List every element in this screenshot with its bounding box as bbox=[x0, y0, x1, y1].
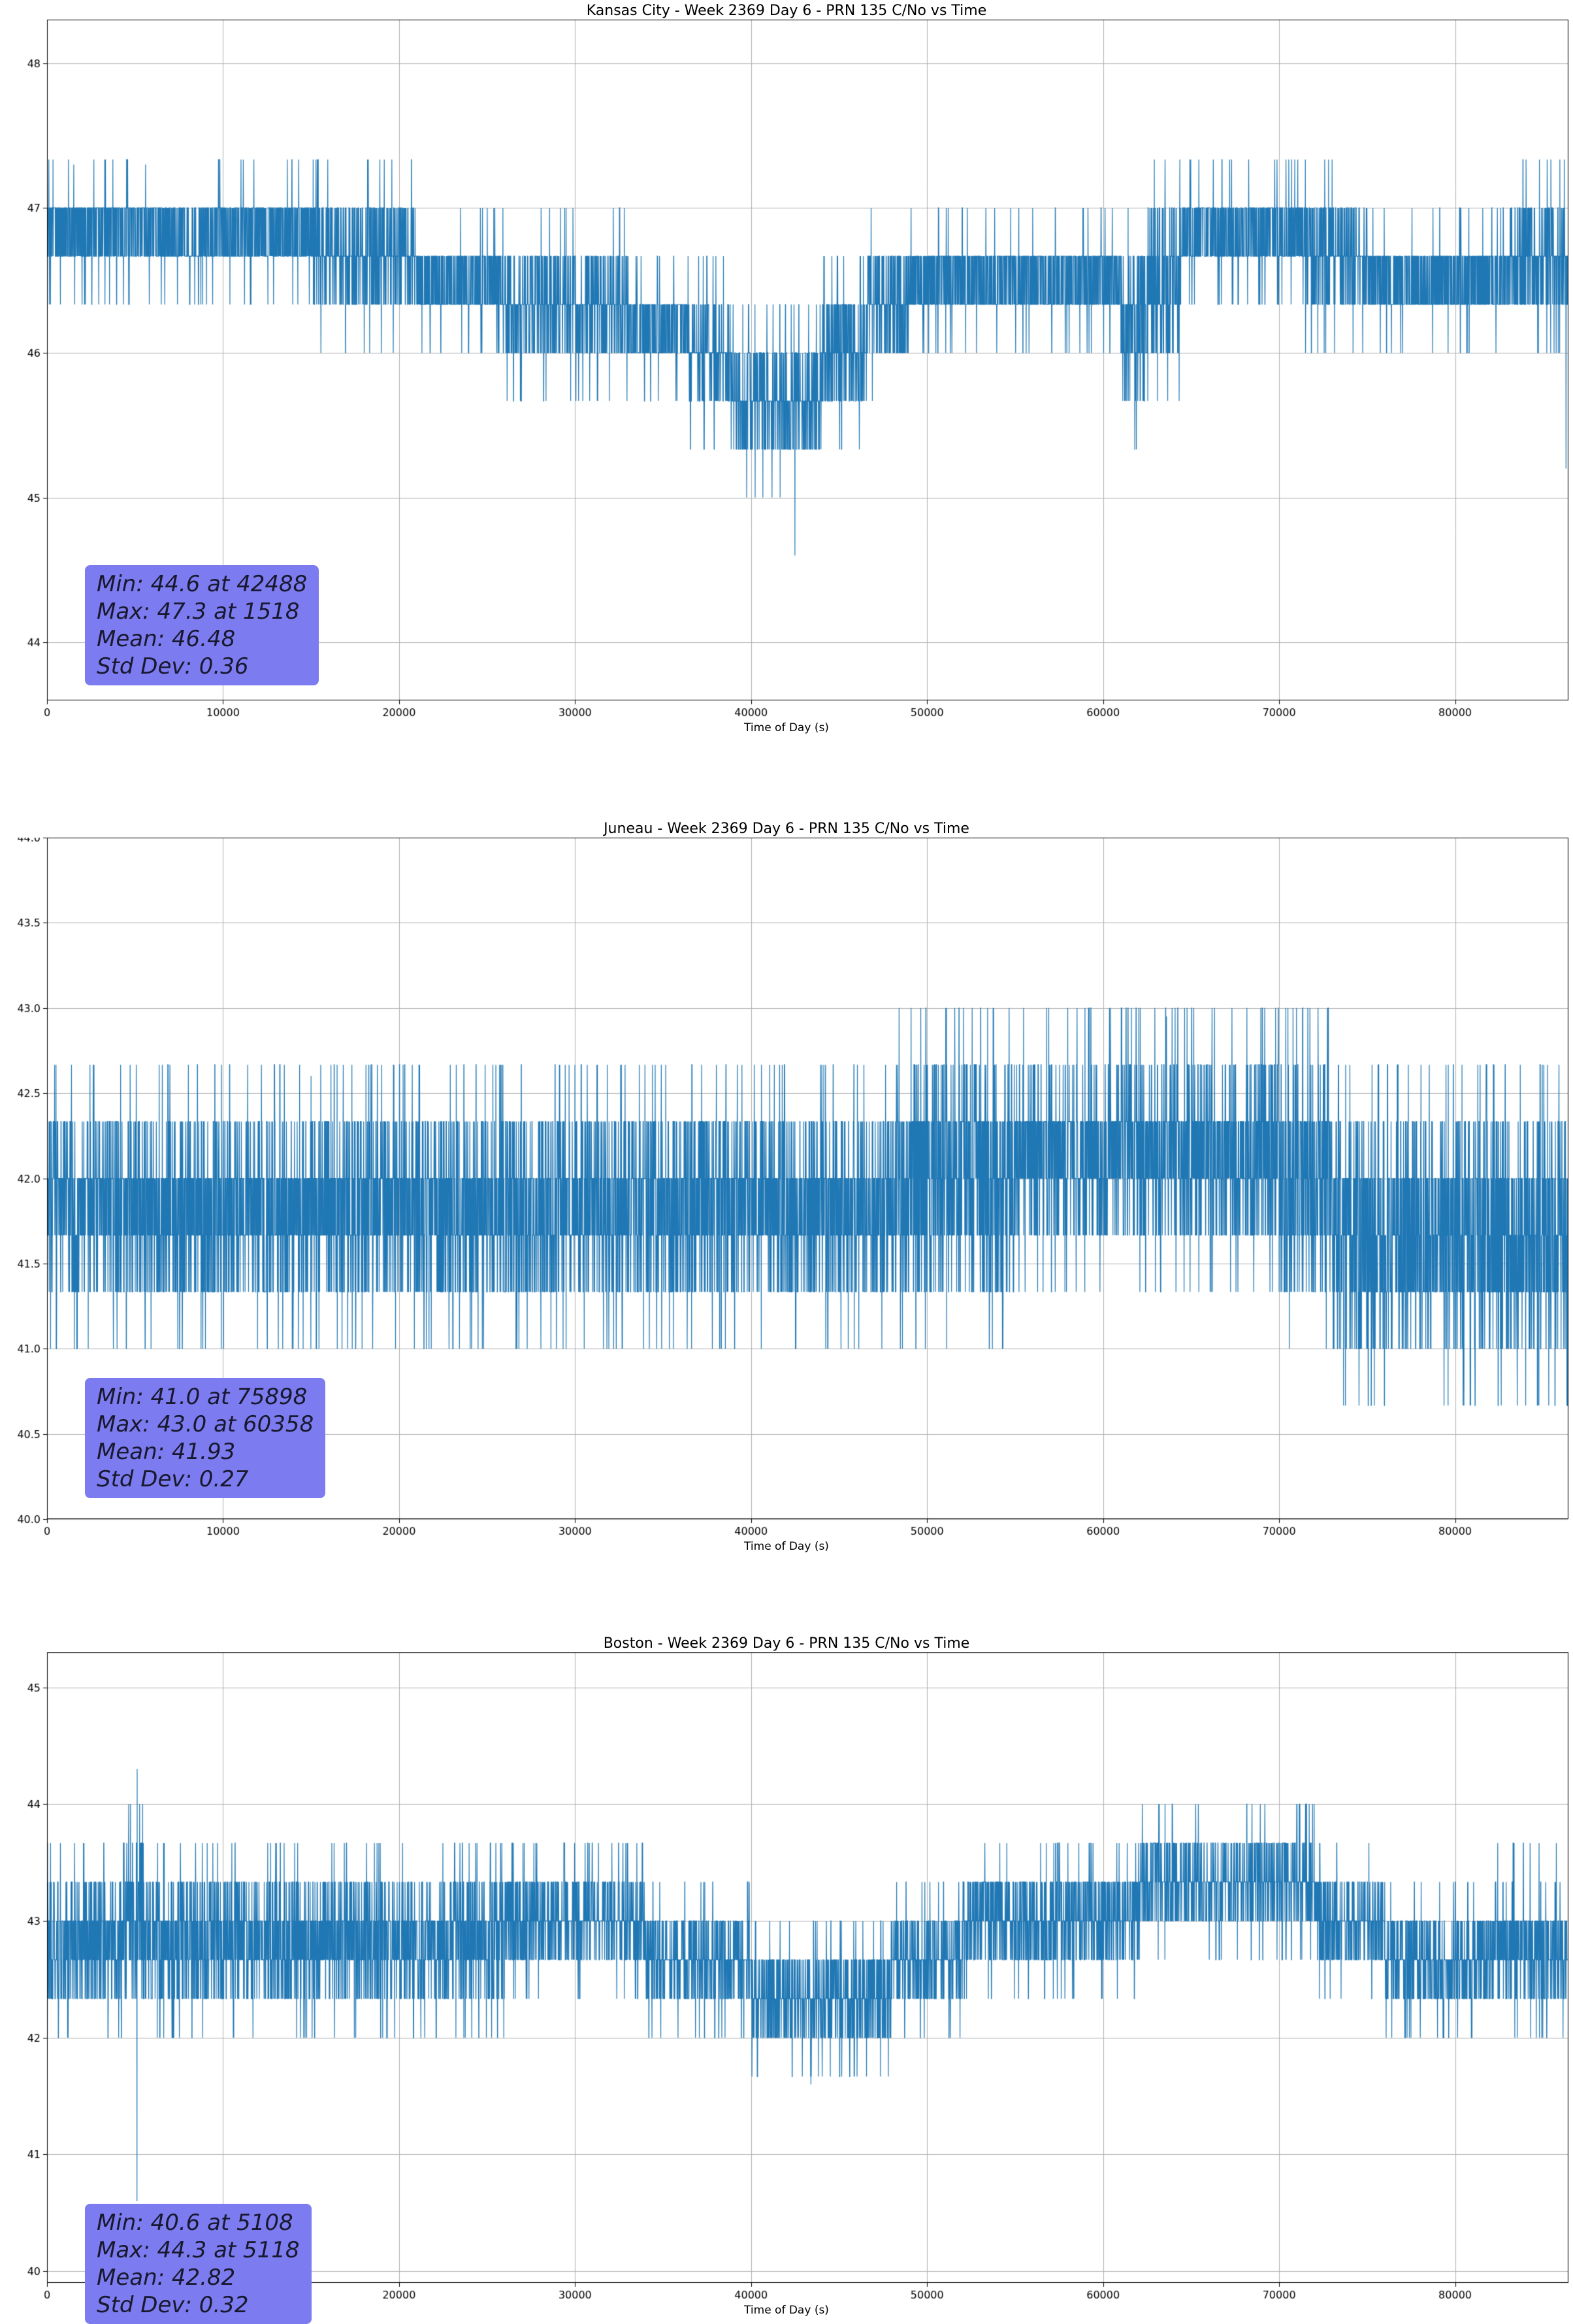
stats-line-mean: Mean: 46.48 bbox=[97, 626, 236, 652]
figure-juneau: Juneau - Week 2369 Day 6 - PRN 135 C/No … bbox=[0, 821, 1573, 1558]
chart-title: Kansas City - Week 2369 Day 6 - PRN 135 … bbox=[586, 3, 987, 19]
stats-line-max: Max: 43.0 at 60358 bbox=[97, 1411, 314, 1437]
chart-title: Juneau - Week 2369 Day 6 - PRN 135 C/No … bbox=[604, 821, 969, 837]
stats-line-min: Min: 41.0 at 75898 bbox=[97, 1384, 308, 1410]
stats-line-min: Min: 40.6 at 5108 bbox=[97, 2210, 293, 2236]
stats-line-std: Std Dev: 0.27 bbox=[97, 1466, 249, 1492]
stats-line-std: Std Dev: 0.36 bbox=[97, 653, 249, 679]
chart-canvas bbox=[0, 1652, 1573, 2306]
plot-area bbox=[0, 1652, 1573, 2306]
x-axis-label: Time of Day (s) bbox=[744, 2304, 829, 2317]
figure-kansas-city: Kansas City - Week 2369 Day 6 - PRN 135 … bbox=[0, 3, 1573, 739]
stats-annotation: Min: 44.6 at 42488 Max: 47.3 at 1518 Mea… bbox=[85, 565, 319, 685]
stats-line-max: Max: 47.3 at 1518 bbox=[97, 598, 300, 625]
x-axis-label: Time of Day (s) bbox=[744, 1540, 829, 1553]
stats-annotation: Min: 41.0 at 75898 Max: 43.0 at 60358 Me… bbox=[85, 1378, 326, 1498]
figure-boston: Boston - Week 2369 Day 6 - PRN 135 C/No … bbox=[0, 1635, 1573, 2324]
stats-line-mean: Mean: 41.93 bbox=[97, 1439, 236, 1465]
stats-line-min: Min: 44.6 at 42488 bbox=[97, 571, 308, 597]
stats-annotation: Min: 40.6 at 5108 Max: 44.3 at 5118 Mean… bbox=[85, 2204, 312, 2324]
chart-title: Boston - Week 2369 Day 6 - PRN 135 C/No … bbox=[603, 1635, 970, 1652]
x-axis-label: Time of Day (s) bbox=[744, 721, 829, 734]
stats-line-std: Std Dev: 0.32 bbox=[97, 2292, 249, 2318]
stats-line-mean: Mean: 42.82 bbox=[97, 2265, 236, 2291]
stats-line-max: Max: 44.3 at 5118 bbox=[97, 2237, 300, 2263]
